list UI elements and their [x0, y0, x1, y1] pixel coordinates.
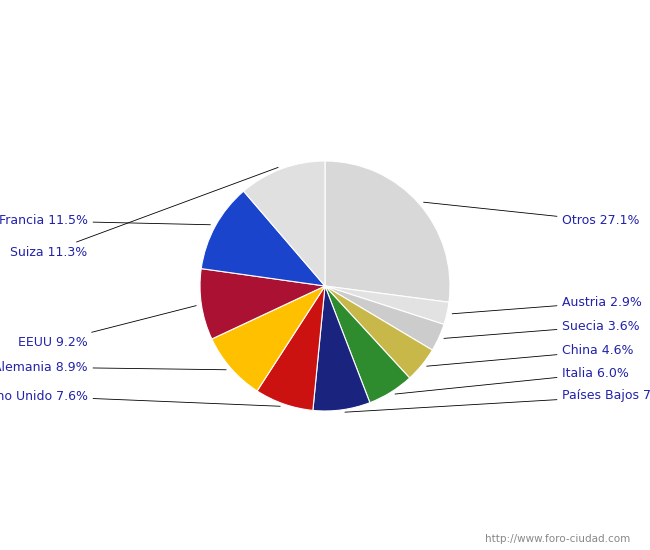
Wedge shape	[325, 161, 450, 302]
Text: Austria 2.9%: Austria 2.9%	[452, 296, 642, 314]
Text: China 4.6%: China 4.6%	[426, 344, 634, 366]
Wedge shape	[257, 286, 325, 410]
Wedge shape	[200, 268, 325, 339]
Text: Reino Unido 7.6%: Reino Unido 7.6%	[0, 389, 280, 406]
Wedge shape	[244, 161, 325, 286]
Wedge shape	[313, 286, 370, 411]
Text: Alfafar - Turistas extranjeros según país - Octubre de 2024: Alfafar - Turistas extranjeros según paí…	[61, 12, 589, 30]
Text: Alemania 8.9%: Alemania 8.9%	[0, 361, 226, 374]
Wedge shape	[325, 286, 432, 378]
Text: EEUU 9.2%: EEUU 9.2%	[18, 306, 196, 349]
Text: Suecia 3.6%: Suecia 3.6%	[444, 320, 640, 338]
Wedge shape	[325, 286, 410, 403]
Text: Italia 6.0%: Italia 6.0%	[395, 367, 629, 394]
Text: Francia 11.5%: Francia 11.5%	[0, 214, 211, 228]
Wedge shape	[325, 286, 444, 350]
Wedge shape	[202, 191, 325, 286]
Text: Países Bajos 7.4%: Países Bajos 7.4%	[345, 389, 650, 412]
Text: http://www.foro-ciudad.com: http://www.foro-ciudad.com	[486, 535, 630, 544]
Wedge shape	[212, 286, 325, 391]
Wedge shape	[325, 286, 449, 324]
Text: Suiza 11.3%: Suiza 11.3%	[10, 167, 278, 258]
Text: Otros 27.1%: Otros 27.1%	[424, 202, 640, 228]
